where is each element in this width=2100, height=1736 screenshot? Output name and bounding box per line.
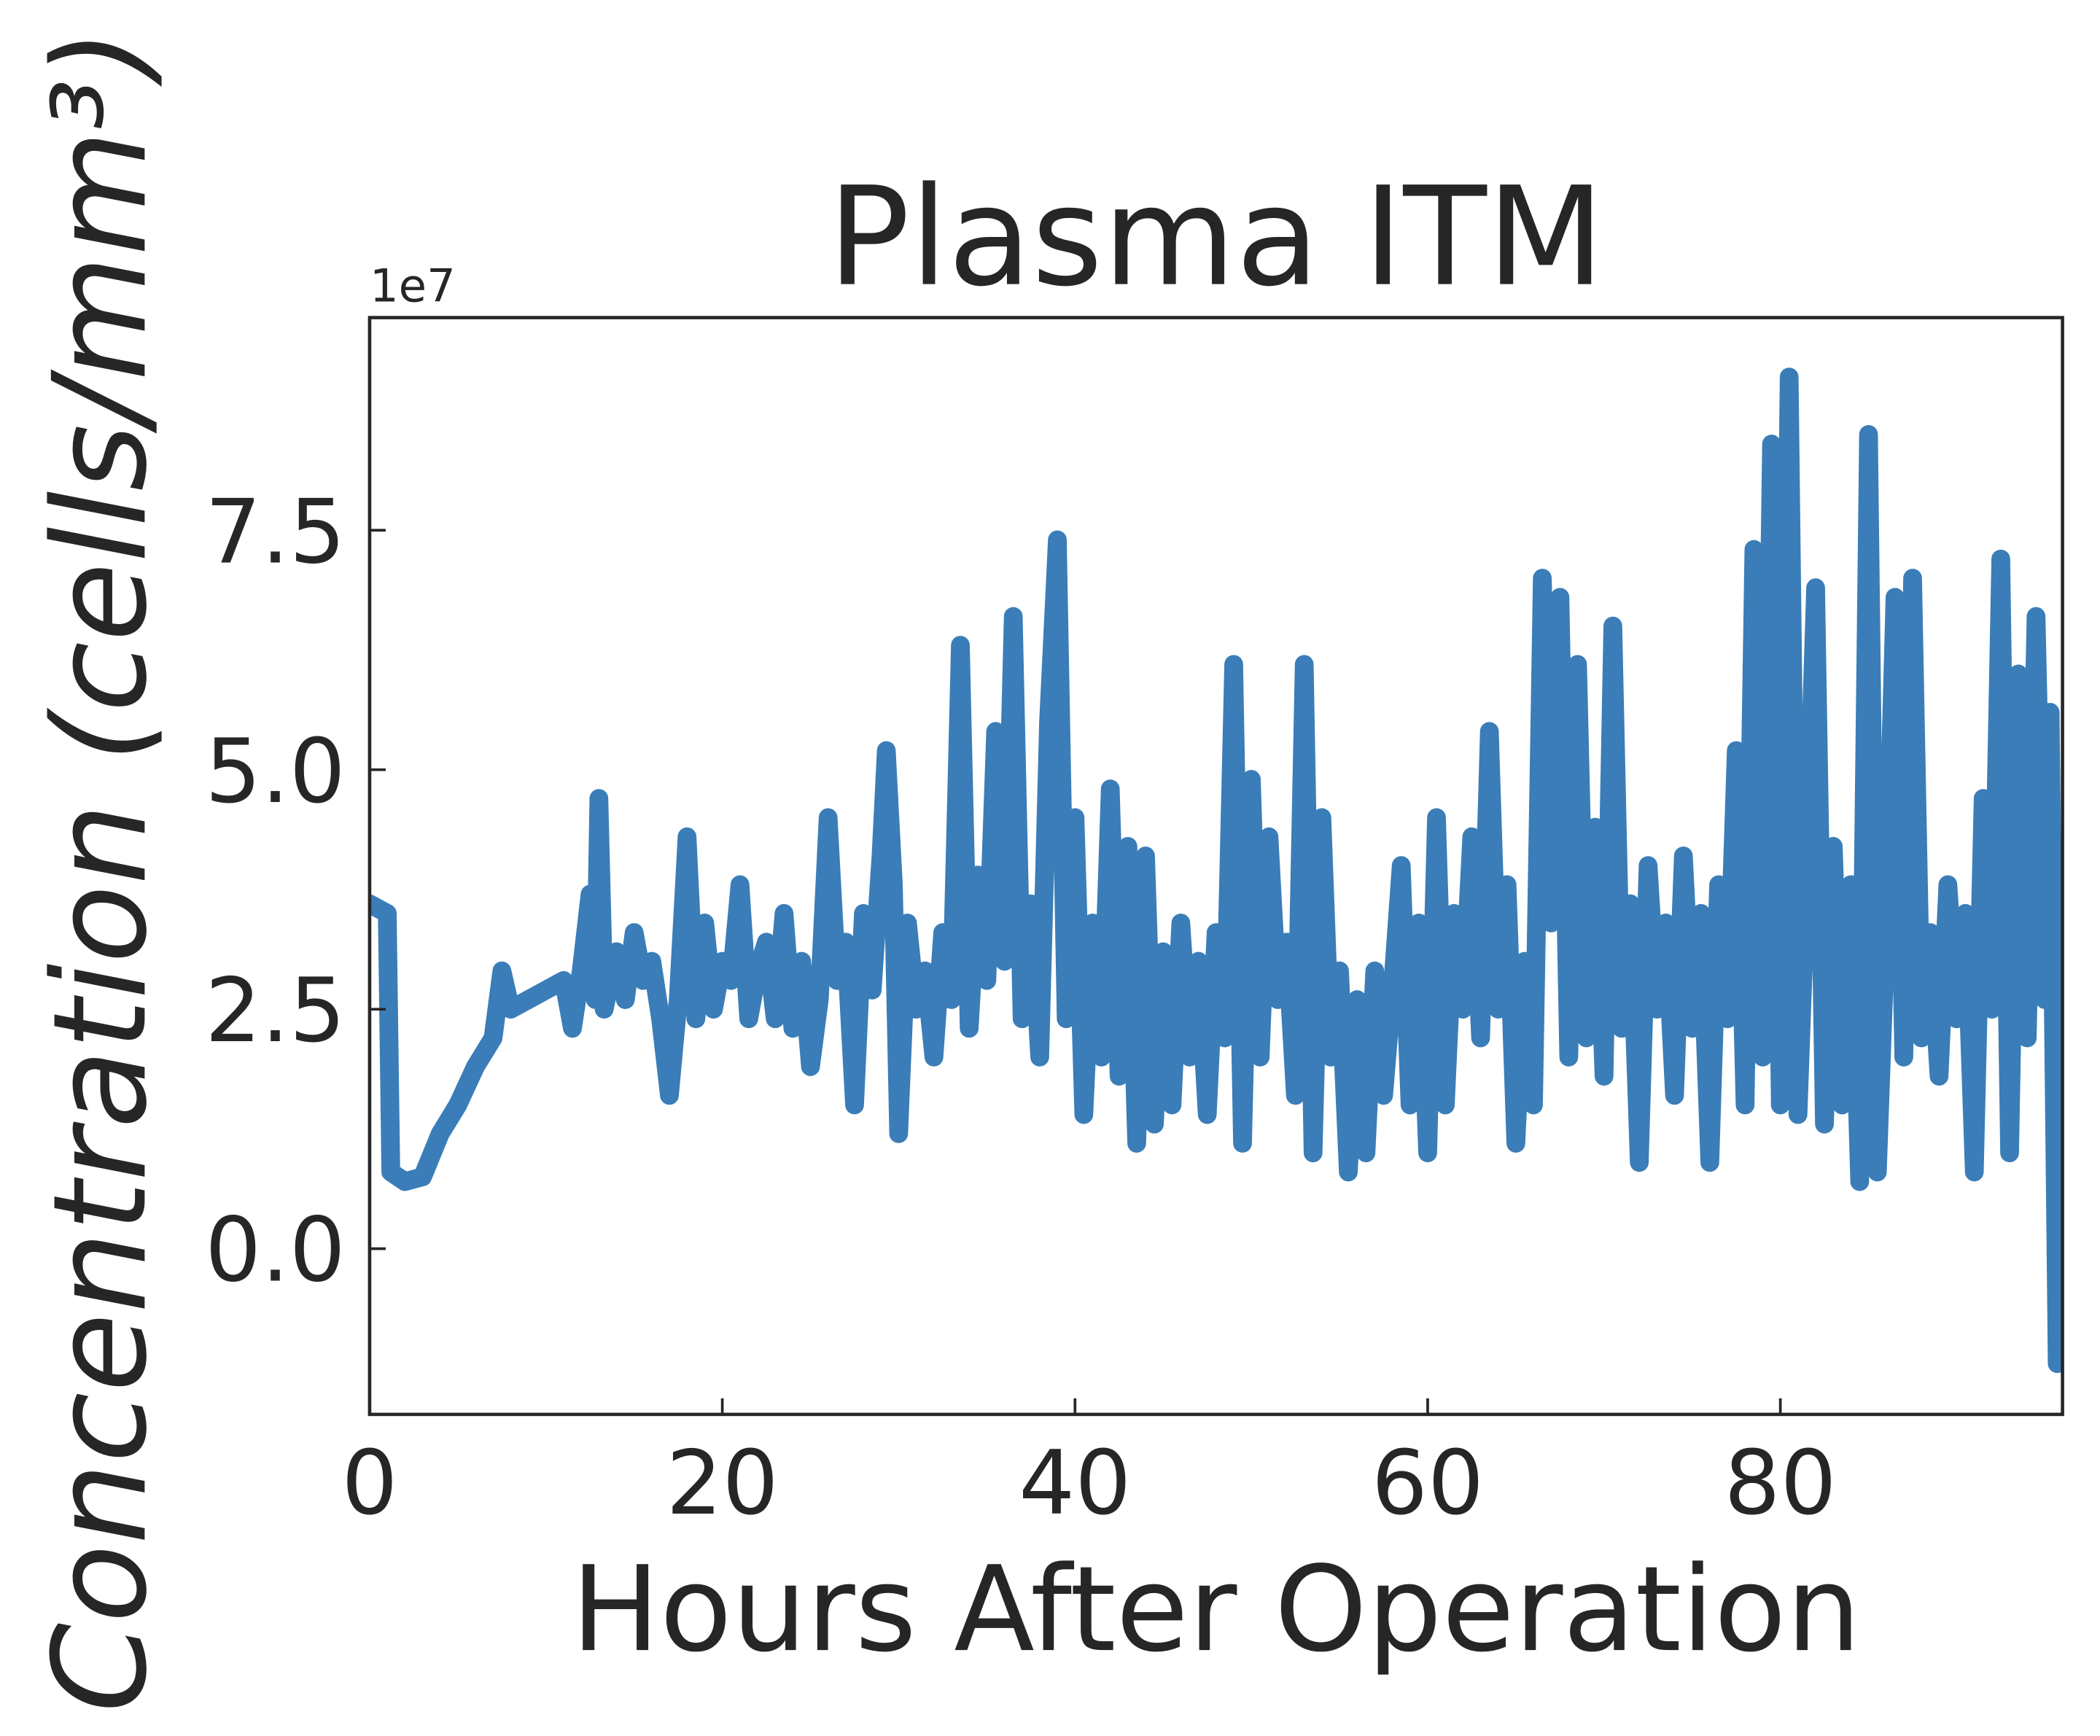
plot-frame [368, 316, 2064, 1417]
y-tick-label: 2.5 [205, 959, 346, 1062]
x-tick-label: 80 [1724, 1431, 1837, 1535]
y-tick-label: 7.5 [205, 480, 346, 583]
x-tick-label: 60 [1372, 1431, 1484, 1535]
x-tick-label: 0 [341, 1431, 397, 1535]
chart-title: Plasma ITM [828, 158, 1605, 317]
x-axis-label: Hours After Operation [571, 1541, 1861, 1678]
y-axis-label: Concentration (cells/mm³) [25, 28, 175, 1713]
x-tick-label: 40 [1019, 1431, 1131, 1535]
y-tick-label: 0.0 [205, 1199, 346, 1302]
y-offset-label: 1e7 [370, 260, 456, 313]
data-line [369, 367, 2063, 1374]
x-tick-label: 20 [666, 1431, 778, 1535]
y-tick-label: 5.0 [205, 720, 346, 823]
